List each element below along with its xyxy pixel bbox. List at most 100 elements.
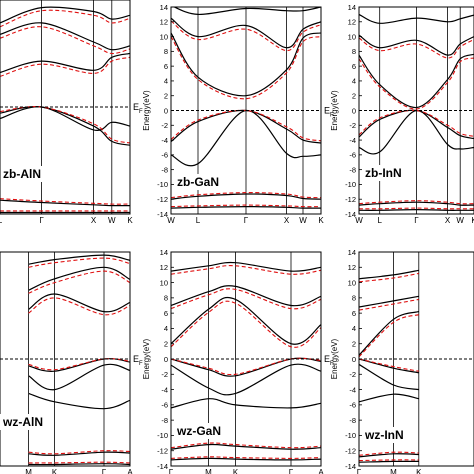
dashed-band-3 — [359, 314, 419, 358]
solid-band-1 — [0, 199, 130, 207]
solid-band-6 — [359, 295, 419, 308]
y-tick-label: 10 — [348, 32, 356, 41]
x-tick-label: A — [127, 468, 133, 474]
y-tick-label: 2 — [352, 340, 356, 349]
x-tick-label: M — [205, 468, 212, 474]
dashed-band-3 — [359, 57, 474, 110]
x-tick-label: A — [318, 468, 324, 474]
dashed-band-4 — [171, 288, 321, 310]
panel-label-background — [363, 165, 404, 181]
y-tick-label: 12 — [160, 263, 168, 272]
y-tick-label: 14 — [348, 248, 356, 257]
solid-band-3 — [171, 109, 321, 167]
solid-band-5 — [28, 293, 130, 313]
y-tick-label: -6 — [349, 151, 356, 160]
solid-band-1 — [359, 453, 419, 458]
y-tick-label: -10 — [345, 431, 356, 440]
fermi-level-subscript: F — [330, 361, 334, 367]
dashed-band-1 — [0, 198, 130, 205]
y-tick-label: 2 — [352, 92, 356, 101]
panel-zb-aln: EF L Γ X W Kzb-AlN — [0, 0, 143, 225]
x-tick-label: Γ — [357, 468, 362, 474]
solid-band-2 — [359, 109, 474, 140]
y-tick-label: 14 — [160, 3, 168, 12]
solid-band-0 — [171, 205, 321, 209]
plot-frame — [0, 251, 131, 467]
dashed-band-0 — [28, 461, 130, 464]
solid-band-6 — [173, 7, 321, 16]
solid-band-4 — [0, 52, 130, 74]
x-tick-label: Γ — [289, 468, 294, 474]
bands-group — [28, 254, 130, 466]
y-tick-label: 8 — [164, 47, 168, 56]
y-tick-label: 12 — [348, 18, 356, 27]
y-axis-label: Energy(eV) — [330, 338, 339, 379]
x-tick-label: K — [127, 216, 133, 225]
dashed-band-1 — [28, 450, 130, 455]
solid-band-5 — [359, 311, 419, 356]
bands-group — [171, 261, 321, 461]
x-tick-label: X — [91, 216, 97, 225]
x-tick-label: W — [355, 216, 363, 225]
x-tick-label: W — [299, 216, 307, 225]
y-tick-label: 6 — [352, 62, 356, 71]
dashed-band-2 — [28, 358, 130, 371]
solid-band-6 — [171, 285, 321, 307]
y-tick-label: 4 — [352, 77, 356, 86]
panel-label: zb-GaN — [177, 175, 219, 189]
y-tick-label: -2 — [161, 370, 168, 379]
x-tick-label: Γ — [244, 216, 249, 225]
y-tick-label: 10 — [348, 278, 356, 287]
bands-group — [359, 269, 419, 463]
y-tick-label: 4 — [164, 77, 168, 86]
solid-band-4 — [171, 32, 321, 97]
fermi-level-label: EF — [324, 354, 334, 367]
y-tick-label: -6 — [349, 401, 356, 410]
y-tick-label: -6 — [161, 401, 168, 410]
bands-group — [359, 13, 474, 211]
dashed-band-3 — [171, 300, 321, 348]
y-tick-label: -12 — [345, 195, 356, 204]
panel-wz-gan: EF 14 12 10 8 6 4 2 0 -2 -4 -6 -8 -10 -12 -14 Energy(eV)… — [142, 248, 334, 474]
solid-band-3 — [359, 363, 419, 391]
y-tick-label: -4 — [349, 385, 356, 394]
dashed-band-1 — [359, 200, 474, 205]
solid-band-5 — [171, 17, 321, 49]
solid-band-1 — [28, 451, 130, 456]
dashed-band-5 — [171, 265, 321, 275]
solid-band-3 — [171, 363, 321, 396]
dashed-band-0 — [171, 204, 321, 208]
y-tick-label: -14 — [157, 462, 168, 471]
dashed-band-2 — [171, 109, 321, 142]
y-tick-label: -6 — [161, 151, 168, 160]
solid-band-0 — [28, 463, 130, 466]
dashed-band-4 — [359, 37, 474, 59]
x-tick-label: Γ — [102, 468, 107, 474]
x-tick-label: L — [196, 216, 201, 225]
x-tick-label: W — [167, 216, 175, 225]
solid-band-3 — [0, 106, 130, 131]
solid-band-0 — [171, 457, 321, 461]
bands-group — [0, 6, 130, 214]
solid-band-4 — [359, 393, 419, 403]
y-tick-label: -4 — [161, 136, 168, 145]
x-tick-label: K — [471, 216, 474, 225]
solid-band-3 — [28, 363, 130, 391]
y-tick-label: -14 — [345, 462, 356, 471]
solid-band-4 — [359, 53, 474, 109]
panel-label-background — [362, 427, 406, 443]
dashed-band-4 — [359, 298, 419, 311]
solid-band-4 — [171, 398, 321, 409]
panel-zb-gan: EF 14 12 10 8 6 4 2 0 -2 -4 -6 -8 -10 -12 -14 Energy(eV)… — [142, 3, 334, 225]
x-tick-label: W — [456, 216, 464, 225]
y-tick-label: 2 — [164, 92, 168, 101]
panel-wz-aln: EF M K Γ Awz-AlN — [0, 251, 143, 474]
panel-zb-inn: 14 12 10 8 6 4 2 0 -2 -4 -6 -8 -10 -12 -14 Energy(eV) W L… — [330, 3, 474, 225]
fermi-level-subscript: F — [139, 109, 143, 115]
solid-band-7 — [359, 269, 419, 280]
y-tick-label: 4 — [164, 324, 168, 333]
y-tick-label: 14 — [348, 3, 356, 12]
y-tick-label: -2 — [349, 370, 356, 379]
y-axis-label: Energy(eV) — [142, 338, 151, 379]
fermi-level-subscript: F — [330, 113, 334, 119]
